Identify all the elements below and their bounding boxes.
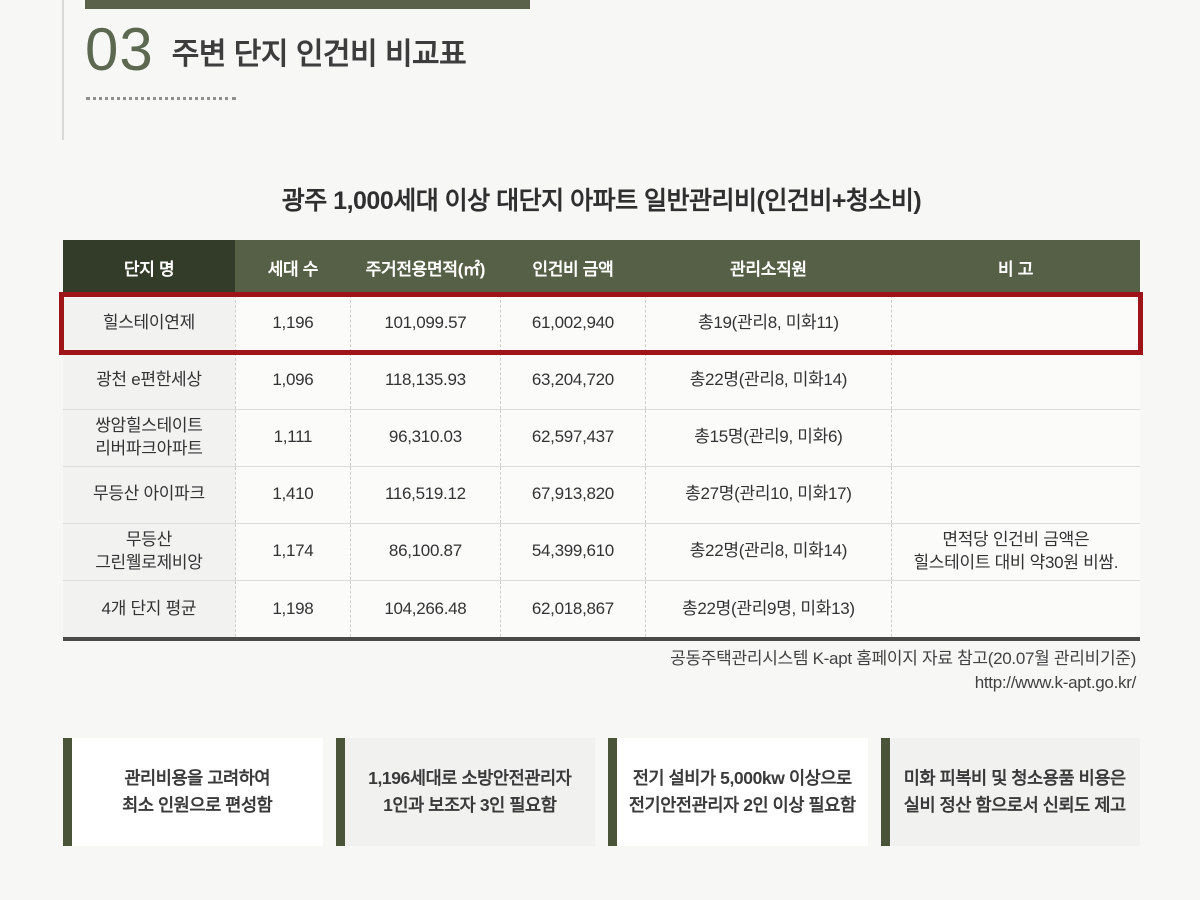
cell-complex-name: 무등산 아이파크	[63, 465, 236, 523]
table-row: 무등산 아이파크 1,410 116,519.12 67,913,820 총27…	[63, 465, 1140, 523]
callout-text: 미화 피복비 및 청소용품 비용은 실비 정산 함으로서 신뢰도 제고	[903, 767, 1126, 815]
cell-note	[890, 408, 1140, 466]
cell-staff: 총19(관리8, 미화11)	[645, 295, 892, 352]
cell-area: 104,266.48	[350, 579, 501, 637]
left-edge-line	[62, 0, 64, 140]
cell-area: 118,135.93	[350, 351, 501, 409]
cell-complex-name: 광천 e편한세상	[63, 351, 236, 409]
cell-area: 101,099.57	[350, 295, 501, 352]
cell-labor-cost: 62,597,437	[499, 408, 646, 466]
table-row: 쌍암힐스테이트 리버파크아파트 1,111 96,310.03 62,597,4…	[63, 408, 1140, 466]
cell-households: 1,111	[234, 408, 351, 466]
cell-labor-cost: 67,913,820	[499, 465, 646, 523]
cell-area: 116,519.12	[350, 465, 501, 523]
cell-labor-cost: 62,018,867	[499, 579, 646, 637]
callout-fire-safety: 1,196세대로 소방안전관리자 1인과 보조자 3인 필요함	[335, 738, 595, 846]
data-source: 공동주택관리시스템 K-apt 홈페이지 자료 참고(20.07월 관리비기준)…	[63, 647, 1136, 695]
cell-households: 1,198	[234, 579, 351, 637]
callout-text: 관리비용을 고려하여 최소 인원으로 편성함	[122, 767, 273, 815]
cell-note	[890, 351, 1140, 409]
source-url: http://www.k-apt.go.kr/	[974, 672, 1137, 692]
cell-note	[890, 295, 1140, 352]
col-header-area: 주거전용면적(㎡)	[350, 240, 501, 295]
callout-row: 관리비용을 고려하여 최소 인원으로 편성함 1,196세대로 소방안전관리자 …	[63, 738, 1140, 846]
callout-accent-bar	[880, 738, 890, 846]
callout-staffing: 관리비용을 고려하여 최소 인원으로 편성함	[63, 738, 323, 846]
col-header-households: 세대 수	[235, 240, 351, 295]
cell-staff: 총22명(관리8, 미화14)	[645, 522, 892, 580]
cell-complex-name: 4개 단지 평균	[63, 579, 236, 637]
dotted-rule	[86, 97, 236, 100]
cell-staff: 총15명(관리9, 미화6)	[645, 408, 892, 466]
header-row: 단지 명 세대 수 주거전용면적(㎡) 인건비 금액 관리소직원 비 고	[63, 240, 1140, 295]
callout-electrical: 전기 설비가 5,000kw 이상으로 전기안전관리자 2인 이상 필요함	[608, 738, 868, 846]
section-title: 주변 단지 인건비 비교표	[171, 38, 467, 71]
cell-staff: 총27명(관리10, 미화17)	[645, 465, 892, 523]
cell-staff: 총22명(관리8, 미화14)	[645, 351, 892, 409]
section-heading: 03 주변 단지 인건비 비교표	[85, 16, 467, 83]
cell-note	[890, 579, 1140, 637]
table-row: 4개 단지 평균 1,198 104,266.48 62,018,867 총22…	[63, 579, 1140, 637]
cell-households: 1,174	[234, 522, 351, 580]
cell-complex-name: 힐스테이연제	[63, 295, 236, 352]
cell-labor-cost: 63,204,720	[499, 351, 646, 409]
col-header-labor-cost: 인건비 금액	[500, 240, 646, 295]
table-bottom-rule	[63, 637, 1140, 641]
table-row: 무등산 그린웰로제비앙 1,174 86,100.87 54,399,610 총…	[63, 522, 1140, 580]
table-row: 힐스테이연제 1,196 101,099.57 61,002,940 총19(관…	[63, 295, 1140, 352]
callout-accent-bar	[63, 738, 72, 846]
cell-households: 1,410	[234, 465, 351, 523]
cell-labor-cost: 54,399,610	[499, 522, 646, 580]
cell-households: 1,196	[234, 295, 351, 352]
cell-complex-name: 쌍암힐스테이트 리버파크아파트	[63, 408, 236, 466]
table-row: 광천 e편한세상 1,096 118,135.93 63,204,720 총22…	[63, 351, 1140, 409]
comparison-table-wrap: 단지 명 세대 수 주거전용면적(㎡) 인건비 금액 관리소직원 비 고 힐스테…	[59, 240, 1143, 641]
cell-complex-name: 무등산 그린웰로제비앙	[63, 522, 236, 580]
cell-households: 1,096	[234, 351, 351, 409]
callout-accent-bar	[335, 738, 345, 846]
cell-area: 96,310.03	[350, 408, 501, 466]
callout-accent-bar	[608, 738, 617, 846]
col-header-note: 비 고	[891, 240, 1140, 295]
callout-text: 1,196세대로 소방안전관리자 1인과 보조자 3인 필요함	[368, 767, 572, 815]
col-header-complex-name: 단지 명	[63, 240, 236, 295]
callout-text: 전기 설비가 5,000kw 이상으로 전기안전관리자 2인 이상 필요함	[628, 767, 856, 815]
table-title: 광주 1,000세대 이상 대단지 아파트 일반관리비(인건비+청소비)	[281, 187, 922, 215]
cell-note: 면적당 인건비 금액은 힐스테이트 대비 약30원 비쌈.	[890, 522, 1140, 580]
source-reference: 공동주택관리시스템 K-apt 홈페이지 자료 참고(20.07월 관리비기준)	[670, 649, 1136, 668]
cell-staff: 총22명(관리9명, 미화13)	[645, 579, 892, 637]
top-accent-bar	[85, 0, 530, 9]
cell-note	[890, 465, 1140, 523]
section-number: 03	[85, 16, 154, 83]
cell-area: 86,100.87	[350, 522, 501, 580]
callout-cleaning-cost: 미화 피복비 및 청소용품 비용은 실비 정산 함으로서 신뢰도 제고	[880, 738, 1140, 846]
col-header-staff: 관리소직원	[645, 240, 892, 295]
cell-labor-cost: 61,002,940	[499, 295, 646, 352]
comparison-table: 단지 명 세대 수 주거전용면적(㎡) 인건비 금액 관리소직원 비 고 힐스테…	[63, 240, 1140, 637]
